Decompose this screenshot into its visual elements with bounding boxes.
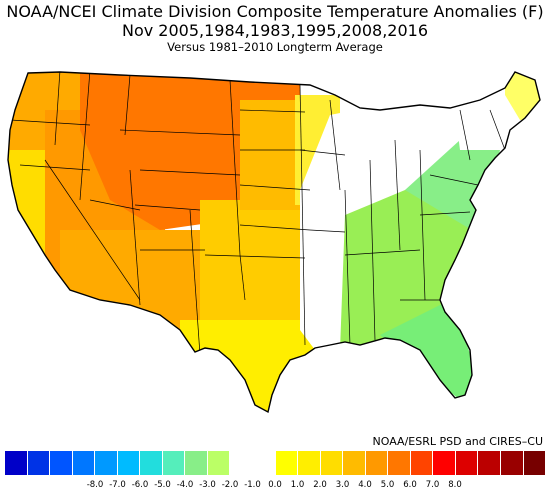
colorbar-swatch — [432, 451, 455, 475]
colorbar-swatch — [206, 451, 230, 475]
colorbar-swatch — [387, 451, 410, 475]
colorbar — [5, 451, 546, 475]
colorbar-swatch — [274, 451, 298, 475]
us-climate-division-map — [7, 71, 541, 414]
colorbar-swatch — [94, 451, 117, 475]
colorbar-tick-label: -5.0 — [154, 480, 171, 490]
colorbar-tick-label: -4.0 — [176, 480, 194, 490]
colorbar-tick-label: -7.0 — [109, 480, 126, 490]
colorbar-swatch — [342, 451, 365, 475]
colorbar-tick-label: 4.0 — [358, 480, 372, 490]
colorbar-swatch — [49, 451, 72, 475]
colorbar-tick-label: 6.0 — [403, 480, 417, 490]
colorbar-swatch — [500, 451, 523, 475]
colorbar-swatch — [71, 451, 95, 475]
colorbar-swatch — [319, 451, 343, 475]
colorbar-tick-label: -2.0 — [221, 480, 239, 490]
state-borders — [9, 72, 506, 356]
colorbar-swatch — [454, 451, 478, 475]
colorbar-ticks: -8.0 -7.0 -6.0 -5.0 -4.0 -3.0 -2.0 -1.0 0.0 1.0 2.… — [0, 476, 550, 492]
colorbar-swatch — [364, 451, 388, 475]
colorbar-tick-label: -3.0 — [199, 480, 216, 490]
colorbar-swatch — [26, 451, 50, 475]
colorbar-tick-label: 8.0 — [448, 480, 462, 490]
region-california-coast — [8, 150, 50, 290]
credit-text: NOAA/ESRL PSD and CIRES–CU — [372, 435, 543, 448]
colorbar-tick-label: -1.0 — [244, 480, 261, 490]
colorbar-tick-label: 2.0 — [313, 480, 327, 490]
map-subtitle-years: Nov 2005,1984,1983,1995,2008,2016 — [121, 21, 429, 40]
colorbar-swatch — [409, 451, 433, 475]
region-southern-plains — [200, 200, 310, 330]
colorbar-swatch — [229, 451, 253, 475]
colorbar-tick-label: 0.0 — [268, 480, 282, 490]
colorbar-swatch — [139, 451, 162, 475]
map-subtitle-baseline: Versus 1981–2010 Longterm Average — [167, 40, 383, 54]
us-outline — [7, 71, 541, 414]
colorbar-tick-label: 3.0 — [335, 480, 350, 490]
colorbar-swatch — [252, 451, 275, 475]
map-title: NOAA/NCEI Climate Division Composite Tem… — [6, 2, 544, 21]
colorbar-swatch — [522, 451, 546, 475]
region-texas-gulf — [180, 320, 315, 412]
colorbar-swatch — [297, 451, 320, 475]
colorbar-tick-label: 7.0 — [425, 480, 440, 490]
colorbar-swatch — [477, 451, 501, 475]
colorbar-swatch — [184, 451, 207, 475]
colorbar-tick-label: 5.0 — [380, 480, 395, 490]
colorbar-tick-label: -6.0 — [131, 480, 149, 490]
colorbar-tick-label: -8.0 — [86, 480, 104, 490]
colorbar-swatch — [116, 451, 140, 475]
colorbar-swatch — [5, 451, 27, 475]
colorbar-tick-label: 1.0 — [290, 480, 305, 490]
region-midwest-neutral — [300, 105, 425, 350]
colorbar-swatch — [161, 451, 185, 475]
